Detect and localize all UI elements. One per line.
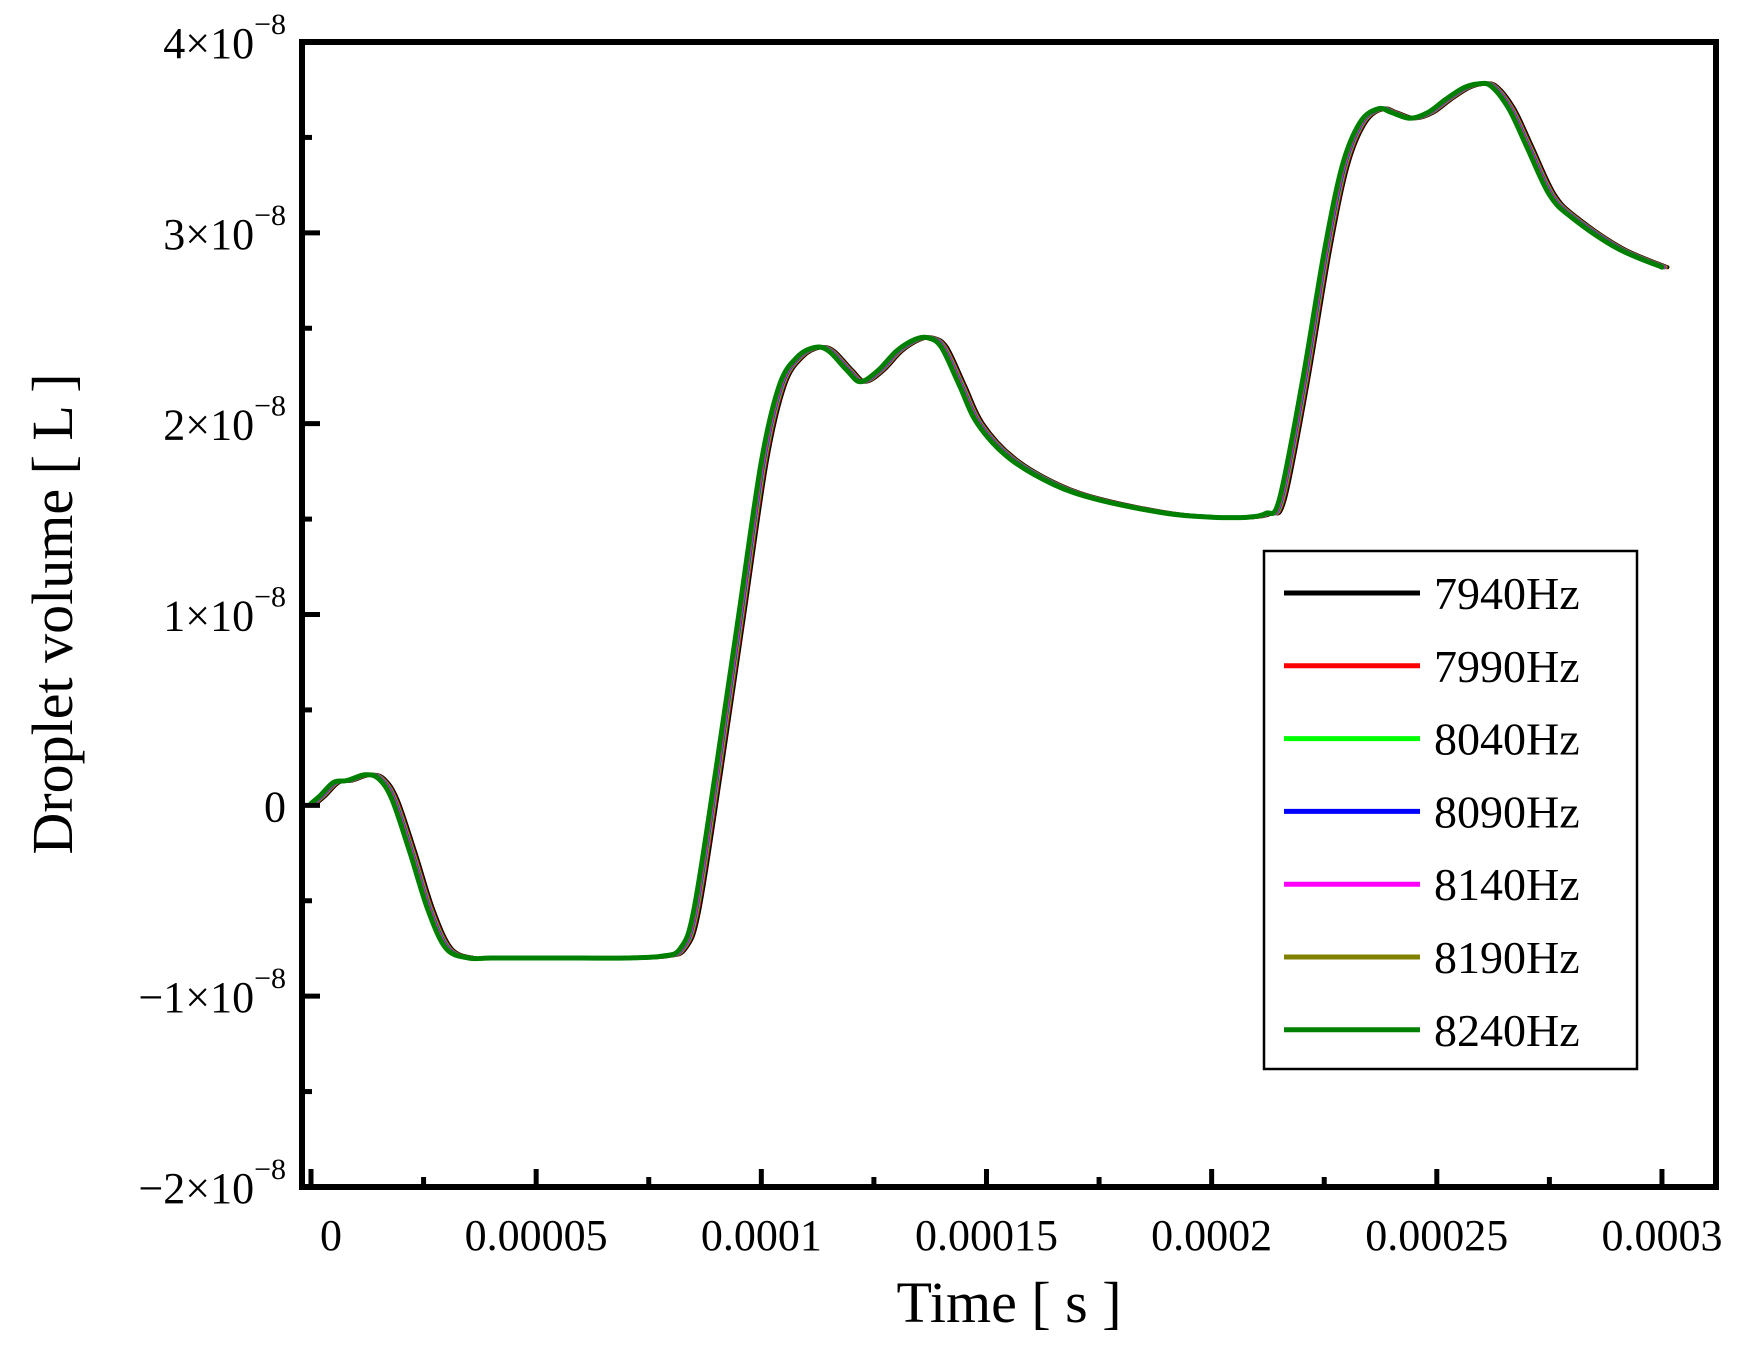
- legend-items: 7940Hz 7990Hz 8040Hz 8090Hz 8140Hz 8190Hz 8240…: [1284, 568, 1580, 1056]
- y-tick-exponent: −8: [254, 962, 286, 995]
- y-tick-label: 0: [264, 782, 286, 831]
- x-tick-label: 0.00015: [915, 1211, 1058, 1260]
- y-tick-exponent: −8: [254, 199, 286, 232]
- y-tick-exponent: −8: [254, 390, 286, 423]
- legend-label-8240Hz: 8240Hz: [1434, 1005, 1580, 1056]
- y-tick-exponent: −8: [254, 581, 286, 614]
- legend-label-8190Hz: 8190Hz: [1434, 932, 1580, 983]
- ticks-layer: [302, 39, 1665, 1190]
- legend: 7940Hz 7990Hz 8040Hz 8090Hz 8140Hz 8190Hz 8240…: [1262, 549, 1639, 1071]
- x-tick-label: 0.0001: [701, 1211, 822, 1260]
- legend-label-7990Hz: 7990Hz: [1434, 641, 1580, 692]
- legend-label-8140Hz: 8140Hz: [1434, 859, 1580, 910]
- y-tick-label: 1×10−8: [163, 581, 286, 641]
- legend-label-8040Hz: 8040Hz: [1434, 714, 1580, 765]
- legend-label-8090Hz: 8090Hz: [1434, 786, 1580, 837]
- x-tick-label: 0.00005: [465, 1211, 608, 1260]
- x-tick-label: 0.0003: [1601, 1211, 1722, 1260]
- y-axis-title: Droplet volume [ L ]: [20, 373, 85, 854]
- legend-label-7940Hz: 7940Hz: [1434, 568, 1580, 619]
- y-tick-label: 3×10−8: [163, 199, 286, 259]
- series-layer: [308, 80, 1670, 962]
- y-tick-exponent: −8: [254, 8, 286, 41]
- y-tick-label: −2×10−8: [138, 1153, 286, 1213]
- x-tick-label: 0.0002: [1151, 1211, 1272, 1260]
- x-tick-label: 0: [320, 1211, 342, 1260]
- series-line-8240Hz: [308, 80, 1665, 962]
- x-tick-label: 0.00025: [1365, 1211, 1508, 1260]
- y-tick-exponent: −8: [254, 1153, 286, 1186]
- x-axis-title: Time [ s ]: [896, 1270, 1121, 1335]
- y-tick-label: 4×10−8: [163, 8, 286, 68]
- y-tick-label: 2×10−8: [163, 390, 286, 450]
- y-tick-label: −1×10−8: [138, 962, 286, 1022]
